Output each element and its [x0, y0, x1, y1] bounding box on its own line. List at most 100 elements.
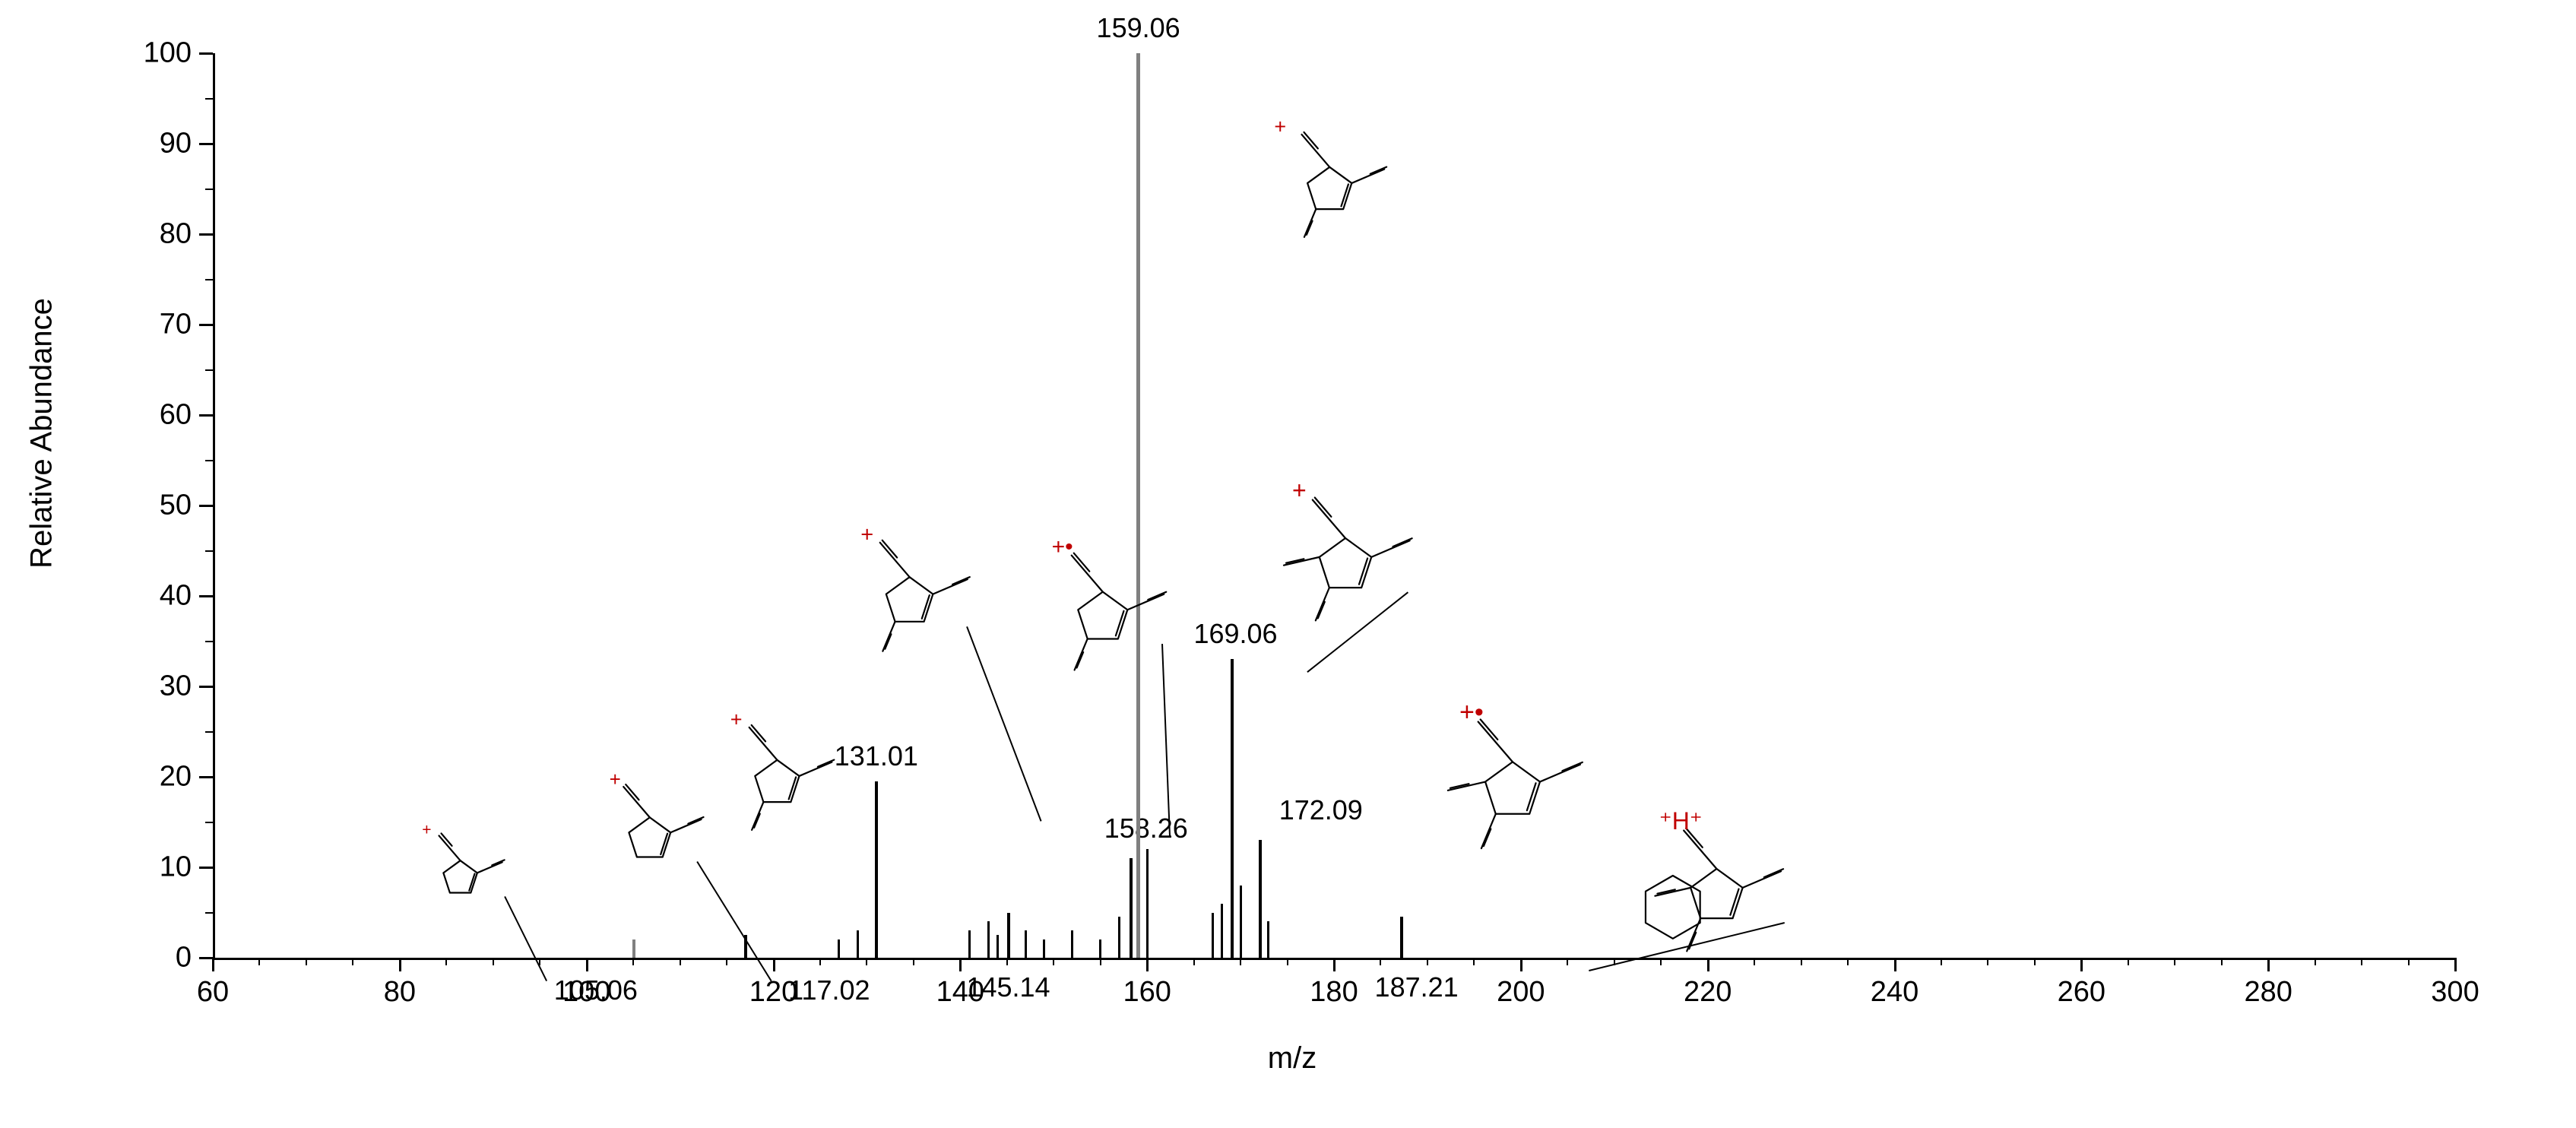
peak — [1071, 930, 1073, 958]
structure-frag-169: + — [1266, 471, 1456, 623]
x-tick-major — [1520, 958, 1522, 971]
y-axis-title: Relative Abundance — [25, 281, 59, 585]
x-tick-minor — [1941, 958, 1942, 965]
mass-spectrum-figure: Relative Abundance m/z 105.06117.02131.0… — [0, 0, 2576, 1128]
x-tick-label: 60 — [197, 976, 229, 1009]
y-tick-label: 0 — [176, 942, 192, 974]
x-tick-minor — [1287, 958, 1288, 965]
x-tick-major — [1707, 958, 1709, 971]
x-tick-label: 240 — [1871, 976, 1919, 1009]
x-tick-label: 200 — [1497, 976, 1545, 1009]
y-tick-major — [199, 686, 213, 688]
x-tick-minor — [2361, 958, 2362, 965]
x-tick-major — [1333, 958, 1336, 971]
x-tick-minor — [306, 958, 307, 965]
x-tick-label: 140 — [936, 976, 984, 1009]
x-tick-major — [959, 958, 962, 971]
x-tick-major — [212, 958, 214, 971]
svg-text:+: + — [730, 708, 743, 731]
y-tick-minor — [205, 731, 213, 733]
structure-frag-158: +• — [1026, 528, 1209, 673]
peak — [1212, 913, 1214, 958]
structure-frag-187: ⁺H⁺ — [1630, 802, 1836, 954]
x-tick-minor — [1053, 958, 1054, 965]
x-tick-minor — [1100, 958, 1101, 965]
y-tick-label: 40 — [160, 580, 192, 613]
x-tick-label: 280 — [2244, 976, 2292, 1009]
x-tick-major — [2454, 958, 2457, 971]
y-tick-minor — [205, 460, 213, 461]
x-tick-minor — [913, 958, 914, 965]
peak — [857, 930, 859, 958]
x-tick-minor — [1754, 958, 1755, 965]
y-tick-label: 10 — [160, 851, 192, 884]
peak — [996, 935, 999, 958]
x-tick-minor — [819, 958, 821, 965]
x-tick-major — [1894, 958, 1896, 971]
svg-text:+: + — [610, 768, 621, 791]
x-tick-label: 120 — [749, 976, 797, 1009]
y-tick-minor — [205, 912, 213, 914]
y-tick-minor — [205, 822, 213, 823]
peak — [875, 781, 878, 958]
x-tick-major — [1146, 958, 1149, 971]
peak-label: 172.09 — [1279, 794, 1363, 826]
x-tick-minor — [2034, 958, 2036, 965]
x-tick-minor — [352, 958, 353, 965]
x-tick-label: 260 — [2058, 976, 2105, 1009]
y-tick-label: 80 — [160, 218, 192, 251]
x-tick-minor — [1567, 958, 1568, 965]
x-tick-label: 300 — [2431, 976, 2479, 1009]
y-tick-label: 90 — [160, 128, 192, 160]
x-tick-minor — [445, 958, 447, 965]
x-tick-major — [2267, 958, 2270, 971]
y-tick-minor — [205, 369, 213, 371]
peak — [1267, 921, 1269, 958]
peak — [1130, 858, 1133, 958]
peak — [1221, 904, 1223, 958]
y-tick-major — [199, 505, 213, 507]
y-tick-major — [199, 957, 213, 959]
y-tick-label: 70 — [160, 309, 192, 341]
peak-label: 117.02 — [788, 974, 870, 1006]
x-tick-minor — [258, 958, 260, 965]
y-tick-label: 60 — [160, 399, 192, 432]
y-tick-label: 100 — [144, 37, 192, 70]
x-tick-minor — [1427, 958, 1428, 965]
peak — [632, 939, 635, 958]
x-tick-minor — [2174, 958, 2175, 965]
y-tick-major — [199, 595, 213, 597]
x-tick-label: 80 — [384, 976, 416, 1009]
structure-frag-131: + — [707, 703, 874, 832]
peak — [1043, 939, 1045, 958]
x-tick-minor — [726, 958, 727, 965]
peak-label: 158.26 — [1104, 813, 1188, 844]
x-tick-minor — [1006, 958, 1008, 965]
x-tick-major — [399, 958, 401, 971]
y-tick-major — [199, 867, 213, 869]
y-tick-minor — [205, 641, 213, 642]
y-tick-major — [199, 233, 213, 236]
x-tick-minor — [1987, 958, 1988, 965]
x-tick-minor — [1380, 958, 1381, 965]
y-tick-major — [199, 143, 213, 145]
y-tick-minor — [205, 279, 213, 280]
x-axis-title: m/z — [1268, 1041, 1317, 1076]
structure-frag-172: +• — [1433, 692, 1623, 851]
svg-text:+•: +• — [1459, 698, 1484, 727]
x-tick-minor — [2315, 958, 2316, 965]
y-tick-minor — [205, 98, 213, 100]
svg-text:+: + — [1292, 477, 1307, 504]
structure-frag-159: + — [1247, 110, 1444, 239]
peak — [1118, 917, 1120, 958]
x-tick-label: 180 — [1310, 976, 1358, 1009]
y-tick-major — [199, 776, 213, 778]
x-tick-label: 100 — [562, 976, 610, 1009]
svg-text:+: + — [860, 522, 873, 547]
svg-text:+•: +• — [1052, 534, 1073, 559]
y-tick-label: 30 — [160, 670, 192, 703]
peak — [1259, 840, 1262, 958]
y-axis — [213, 53, 215, 958]
y-tick-minor — [205, 550, 213, 552]
x-tick-minor — [1801, 958, 1802, 965]
